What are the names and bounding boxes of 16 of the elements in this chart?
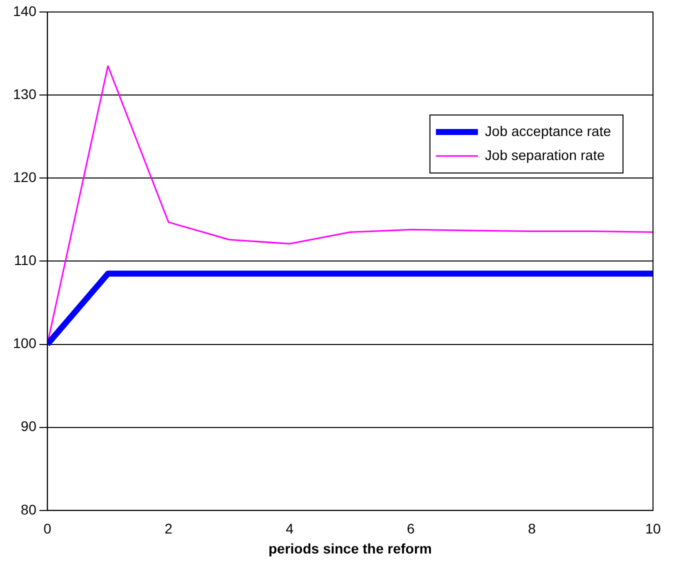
y-tick-label: 120 [13, 168, 37, 185]
legend-label: Job acceptance rate [484, 122, 612, 139]
y-tick-label: 140 [13, 2, 37, 19]
x-tick-label: 6 [406, 520, 415, 537]
y-tick-label: 130 [13, 86, 37, 102]
legend-label: Job separation rate [484, 146, 605, 163]
x-tick-label: 0 [43, 520, 52, 537]
x-tick-label: 10 [645, 520, 661, 537]
y-tick-label: 90 [20, 418, 37, 434]
x-tick-label: 4 [286, 520, 294, 537]
y-tick-label: 100 [13, 335, 37, 352]
y-tick-label: 110 [14, 252, 37, 268]
y-tick-label: 80 [20, 501, 37, 518]
x-tick-label: 8 [528, 520, 536, 537]
x-axis-title: periods since the reform [268, 540, 432, 556]
x-tick-label: 2 [164, 520, 173, 537]
